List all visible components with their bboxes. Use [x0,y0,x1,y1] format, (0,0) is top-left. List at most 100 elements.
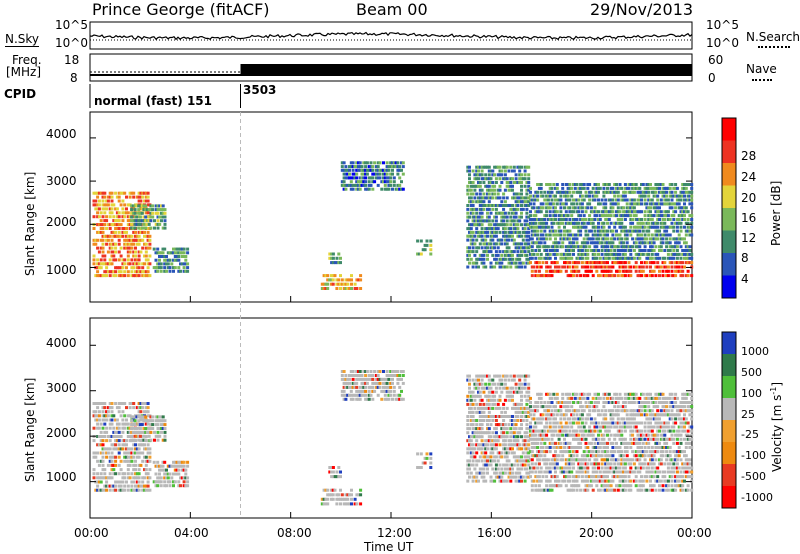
power-cell [604,269,608,273]
velocity-cell [629,479,633,483]
power-cell [144,215,148,219]
power-cell [335,261,339,265]
power-cell [163,258,167,262]
velocity-cell [110,451,114,455]
velocity-cell [134,476,137,480]
velocity-cell [511,394,514,398]
power-cell [471,204,475,207]
power-cell [552,210,556,214]
power-cell [597,252,600,256]
power-cell [625,245,629,249]
power-cell [475,227,479,231]
velocity-cell [555,413,559,417]
power-cell [387,180,391,184]
power-cell [179,247,182,251]
velocity-cell [112,426,116,430]
power-cell [683,225,686,229]
power-cell [591,265,595,269]
velocity-cell [532,405,536,409]
power-cell [163,269,167,273]
power-cell [650,274,654,278]
power-cell [623,233,627,237]
velocity-cell [498,455,502,459]
velocity-cell [496,374,500,378]
power-cell [640,237,643,241]
power-cell [477,196,480,200]
power-cell [101,274,105,278]
velocity-cell [555,396,559,400]
velocity-cell [99,430,103,434]
velocity-cell [586,479,590,483]
velocity-cell [516,419,520,422]
velocity-cell [503,427,507,431]
power-cell [552,206,556,210]
power-cell [645,229,649,233]
power-cell [473,188,477,192]
velocity-cell [484,479,488,483]
power-cell [151,215,155,219]
power-cell [494,196,498,200]
power-cell [350,282,353,286]
power-cell [643,210,647,214]
power-cell [382,161,385,165]
power-cell [110,242,114,246]
power-cell [475,230,479,234]
power-cell [468,196,471,200]
power-cell [670,261,674,265]
velocity-cell [119,484,123,488]
velocity-cell [114,480,118,484]
power-cell [645,186,649,190]
power-cell [623,265,627,269]
power-cell [597,233,600,237]
power-cell [647,249,651,252]
velocity-cell [478,402,482,406]
power-cell [557,214,561,218]
power-cell [663,218,667,221]
power-cell [489,177,493,181]
velocity-cell [331,488,335,492]
velocity-cell [121,422,125,426]
power-cell [575,210,579,214]
power-cell [494,261,498,265]
power-cell [677,206,681,210]
power-cell [677,233,681,237]
velocity-cell [117,422,121,426]
velocity-cell [502,439,506,443]
power-cell [586,206,590,210]
power-cell [505,265,509,269]
velocity-cell [101,455,105,459]
power-cell [132,191,136,195]
velocity-cell [527,455,531,459]
velocity-cell [117,443,121,447]
power-cell [609,198,613,202]
velocity-cell [126,476,130,480]
velocity-cell [584,479,588,483]
velocity-cell [572,479,575,483]
velocity-cell [429,466,433,469]
power-cell [500,219,504,223]
power-cell [588,261,592,265]
power-cell [579,206,583,210]
power-cell [387,183,391,187]
power-cell [349,187,353,191]
velocity-cell [539,450,543,454]
power-cell [675,186,679,190]
power-cell [613,256,617,260]
velocity-cell [466,479,470,483]
power-cell [632,265,636,269]
power-cell [489,234,493,238]
velocity-cell [367,397,371,401]
velocity-cell [326,497,330,501]
power-cell [344,168,348,172]
power-cell [146,211,150,215]
power-cell [575,190,579,194]
velocity-cell [123,488,127,492]
power-cell [686,274,690,278]
power-cell [469,181,473,184]
velocity-cell [579,488,583,492]
power-cell [489,181,493,184]
velocity-cell [322,502,326,506]
power-cell [103,195,107,199]
power-cell [520,211,523,215]
velocity-cell [362,381,366,385]
